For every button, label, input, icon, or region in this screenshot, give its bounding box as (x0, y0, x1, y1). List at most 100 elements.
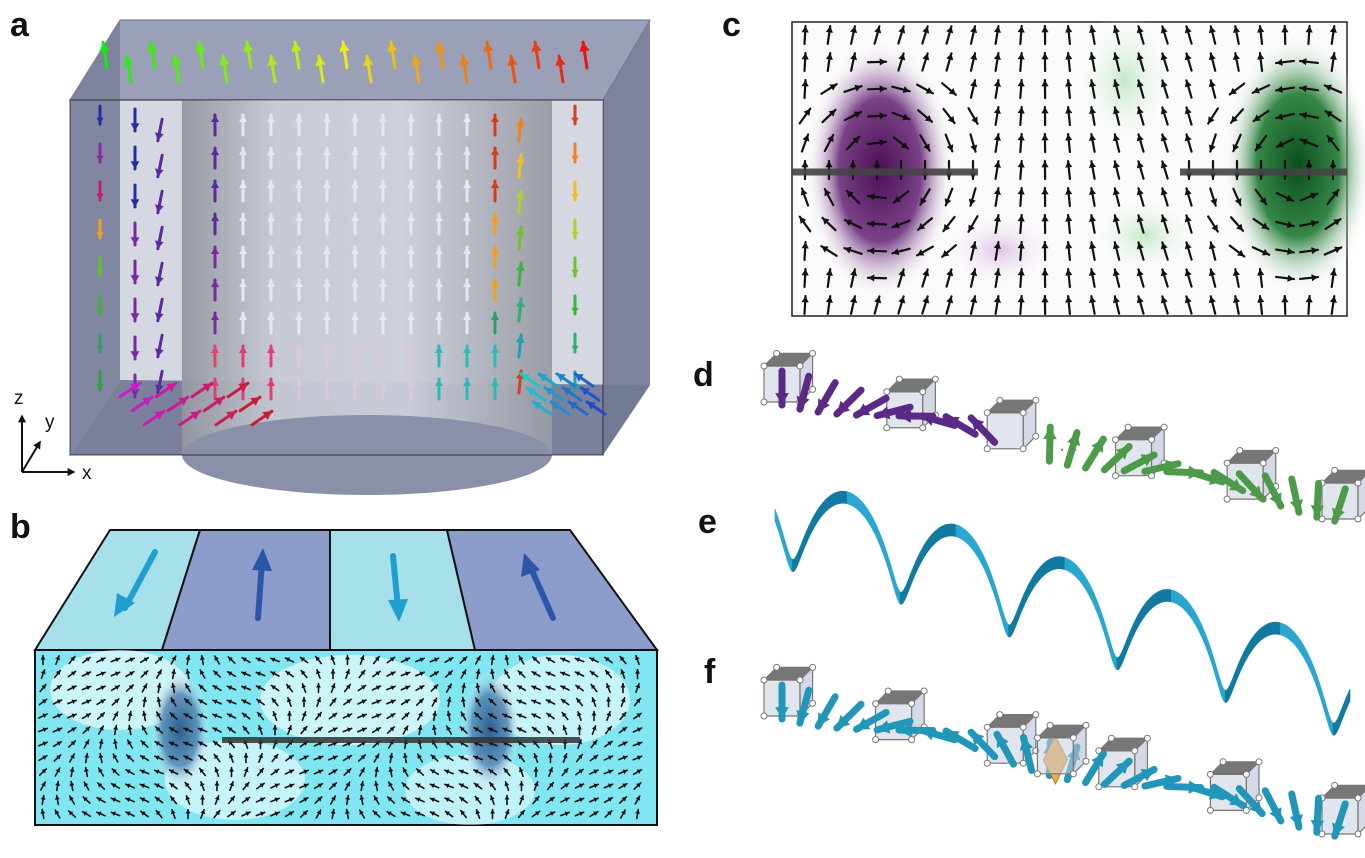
spin-arrow (555, 372, 577, 388)
spin-arrow (1257, 24, 1265, 46)
spin-arrow (183, 727, 193, 733)
spin-arrow (1065, 267, 1073, 289)
spin-arrow (285, 754, 294, 762)
spin-arrow (400, 657, 411, 663)
spin-arrow (491, 212, 499, 236)
spin-arrow (415, 797, 425, 803)
spin-arrow (488, 768, 497, 776)
spin-arrow (415, 671, 425, 677)
spin-arrow (239, 311, 247, 335)
spin-arrow (272, 724, 278, 736)
spin-arrow (125, 811, 135, 817)
spin-arrow (993, 106, 1001, 126)
spin-arrow (606, 710, 612, 722)
spin-arrow (344, 781, 351, 791)
spin-arrow (401, 712, 410, 720)
spin-arrow (473, 726, 483, 734)
spin-arrow (314, 711, 323, 721)
spin-arrow (110, 657, 121, 663)
spin-arrow (184, 781, 192, 791)
spin-arrow (295, 146, 303, 170)
spin-arrow (491, 146, 499, 170)
spin-arrow (38, 754, 48, 762)
spin-arrow (1160, 106, 1169, 126)
spin-arrow (1331, 800, 1349, 840)
spin-arrow (301, 682, 307, 694)
spin-arrow (272, 710, 278, 722)
spin-arrow (944, 187, 954, 207)
spin-arrow (168, 726, 179, 734)
panel-label-e: e (698, 503, 717, 541)
spin-arrow (516, 699, 527, 705)
spin-arrow (1088, 268, 1097, 288)
spin-arrow (202, 395, 226, 413)
spin-arrow (214, 780, 220, 792)
spin-arrow (130, 297, 140, 323)
spin-arrow (897, 268, 906, 288)
spin-arrow (267, 311, 275, 335)
spin-arrow (801, 240, 809, 262)
lattice-cube (1033, 721, 1090, 778)
spin-arrow (39, 683, 47, 693)
spin-arrow (81, 685, 92, 691)
spin-arrow (1209, 187, 1218, 207)
spin-arrow (993, 214, 1001, 234)
spin-arrow (54, 809, 61, 819)
spin-arrow (38, 698, 48, 706)
spin-arrow (1041, 267, 1049, 289)
spin-arrow (170, 808, 176, 820)
spin-arrow (255, 657, 266, 663)
spin-arrow (267, 344, 275, 368)
spin-arrow (415, 684, 425, 692)
spin-arrow (1136, 106, 1145, 126)
spin-arrow (475, 668, 481, 680)
spin-arrow (400, 811, 411, 817)
spin-arrow (270, 783, 280, 789)
spin-arrow (969, 52, 978, 72)
spin-arrow (68, 753, 76, 763)
spin-arrow (491, 278, 499, 302)
spin-arrow (130, 145, 140, 171)
spin-arrow (386, 712, 396, 720)
spin-arrow (473, 782, 483, 790)
spin-arrow (825, 294, 833, 316)
spin-arrow (969, 295, 978, 315)
spin-arrow (315, 668, 321, 680)
spin-arrow (1299, 192, 1319, 202)
spin-arrow (918, 412, 959, 429)
spin-arrow (560, 657, 570, 663)
spin-arrow (357, 684, 367, 692)
spin-arrow (316, 696, 322, 708)
spin-arrow (1041, 78, 1049, 100)
spin-arrow (502, 727, 512, 733)
spin-arrow (1288, 790, 1304, 831)
spin-arrow (1088, 187, 1097, 207)
spin-arrow (1299, 111, 1319, 119)
spin-arrow (1229, 108, 1245, 124)
spin-arrow (1136, 25, 1145, 45)
spin-arrow (371, 699, 382, 705)
spin-arrow (154, 755, 164, 761)
spin-arrow (227, 726, 236, 734)
spin-arrow (1160, 187, 1169, 207)
spin-arrow (866, 220, 888, 228)
spin-arrow (843, 218, 863, 230)
spin-arrow (379, 212, 387, 236)
spin-arrow (517, 809, 526, 819)
spin-arrow (850, 25, 858, 45)
spin-arrow (379, 377, 387, 401)
spin-arrow (561, 711, 569, 721)
spin-arrow (285, 670, 294, 678)
spin-arrow (270, 768, 280, 776)
spin-arrow (515, 297, 525, 323)
spin-arrow (429, 670, 440, 678)
spin-arrow (284, 783, 295, 789)
spin-arrow (1017, 240, 1025, 262)
spin-arrow (323, 179, 331, 203)
spin-arrow (533, 766, 539, 778)
spin-arrow (67, 670, 77, 678)
spin-arrow (241, 796, 251, 804)
spin-arrow (54, 767, 61, 777)
spin-arrow (967, 107, 979, 125)
